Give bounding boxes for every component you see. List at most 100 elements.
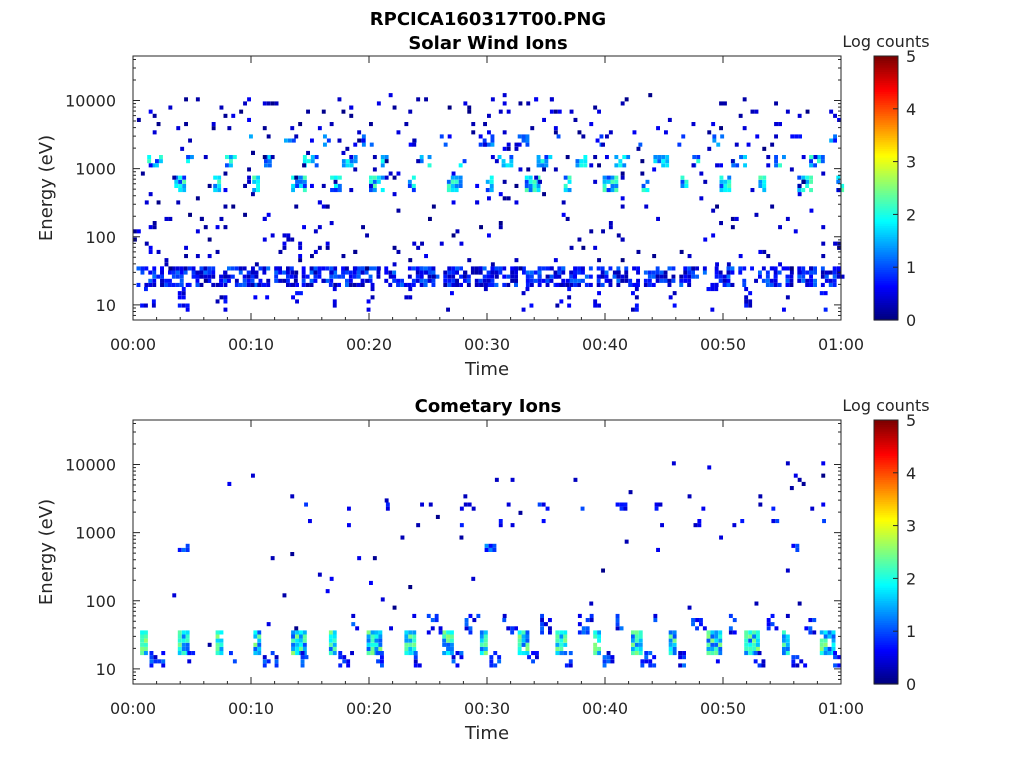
count-cell — [177, 303, 182, 308]
count-cell — [752, 634, 756, 639]
colorbar-segment — [874, 232, 898, 235]
count-cell — [647, 270, 652, 275]
count-cell — [451, 200, 456, 205]
count-cell — [376, 659, 380, 664]
count-cell — [215, 646, 220, 651]
count-cell — [522, 266, 526, 271]
count-cell — [471, 506, 476, 511]
count-cell — [185, 307, 190, 312]
count-cell — [329, 266, 334, 271]
count-cell — [476, 613, 481, 618]
count-cell — [179, 270, 184, 275]
count-cell — [238, 270, 243, 275]
count-cell — [483, 642, 488, 647]
count-cell — [774, 155, 778, 160]
count-cell — [411, 282, 416, 287]
count-cell — [242, 282, 247, 287]
count-cell — [794, 134, 799, 139]
count-cell — [754, 212, 759, 217]
count-cell — [298, 258, 303, 263]
count-cell — [525, 278, 530, 283]
count-cell — [230, 266, 235, 271]
count-cell — [321, 183, 326, 188]
colorbar-segment — [874, 225, 898, 229]
count-cell — [302, 634, 307, 639]
count-cell — [536, 183, 541, 188]
colorbar-segment — [874, 298, 898, 301]
count-cell — [813, 282, 817, 287]
count-cell — [302, 646, 307, 651]
count-cell — [819, 642, 824, 647]
count-cell — [514, 266, 518, 271]
colorbar-segment — [874, 100, 898, 103]
count-cell — [310, 254, 314, 259]
count-cell — [378, 646, 383, 651]
count-cell — [831, 642, 836, 647]
count-cell — [352, 282, 357, 287]
count-cell — [791, 543, 796, 548]
count-cell — [365, 278, 369, 283]
count-cell — [614, 155, 619, 160]
count-cell — [661, 163, 666, 168]
count-cell — [817, 155, 821, 160]
x-tick-label: 00:30 — [464, 335, 510, 354]
count-cell — [703, 179, 708, 184]
count-cell — [618, 159, 623, 164]
count-cell — [793, 229, 798, 234]
count-cell — [411, 278, 416, 283]
count-cell — [823, 646, 828, 651]
count-cell — [223, 278, 227, 283]
count-cell — [601, 229, 605, 234]
count-cell — [524, 183, 529, 188]
count-cell — [483, 282, 488, 287]
count-cell — [671, 278, 676, 283]
count-cell — [479, 225, 483, 230]
count-cell — [257, 646, 262, 651]
count-cell — [223, 295, 228, 300]
count-cell — [514, 200, 519, 205]
count-cell — [514, 183, 519, 188]
count-cell — [632, 130, 637, 135]
count-cell — [732, 618, 737, 623]
colorbar-label: Log counts — [842, 396, 929, 415]
count-cell — [739, 155, 743, 160]
count-cell — [467, 109, 472, 114]
count-cell — [368, 278, 373, 283]
count-cell — [369, 179, 373, 184]
count-cell — [715, 204, 719, 209]
colorbar-segment — [874, 71, 898, 75]
count-cell — [203, 155, 208, 160]
count-cell — [177, 634, 182, 639]
count-cell — [446, 630, 450, 635]
count-cell — [252, 179, 257, 184]
colorbar-segment — [874, 475, 898, 478]
colorbar-segment — [874, 618, 898, 621]
count-cell — [374, 634, 379, 639]
count-cell — [623, 506, 628, 511]
count-cell — [545, 506, 550, 511]
count-cell — [274, 101, 279, 106]
count-cell — [808, 626, 813, 631]
count-cell — [419, 282, 424, 287]
count-cell — [583, 159, 588, 164]
count-cell — [696, 159, 701, 164]
count-cell — [408, 642, 413, 647]
count-cell — [407, 282, 412, 287]
count-cell — [809, 270, 813, 275]
colorbar-segment — [874, 300, 898, 303]
count-cell — [710, 287, 715, 292]
count-cell — [278, 278, 282, 283]
count-cell — [812, 630, 817, 635]
count-cell — [563, 651, 568, 656]
count-cell — [468, 613, 473, 618]
count-cell — [699, 618, 703, 623]
count-cell — [557, 270, 562, 275]
count-cell — [640, 659, 645, 664]
colorbar-segment — [874, 633, 898, 637]
count-cell — [773, 282, 778, 287]
count-cell — [290, 270, 295, 275]
count-cell — [274, 655, 279, 660]
count-cell — [430, 626, 435, 631]
count-cell — [442, 638, 447, 643]
count-cell — [341, 159, 346, 164]
